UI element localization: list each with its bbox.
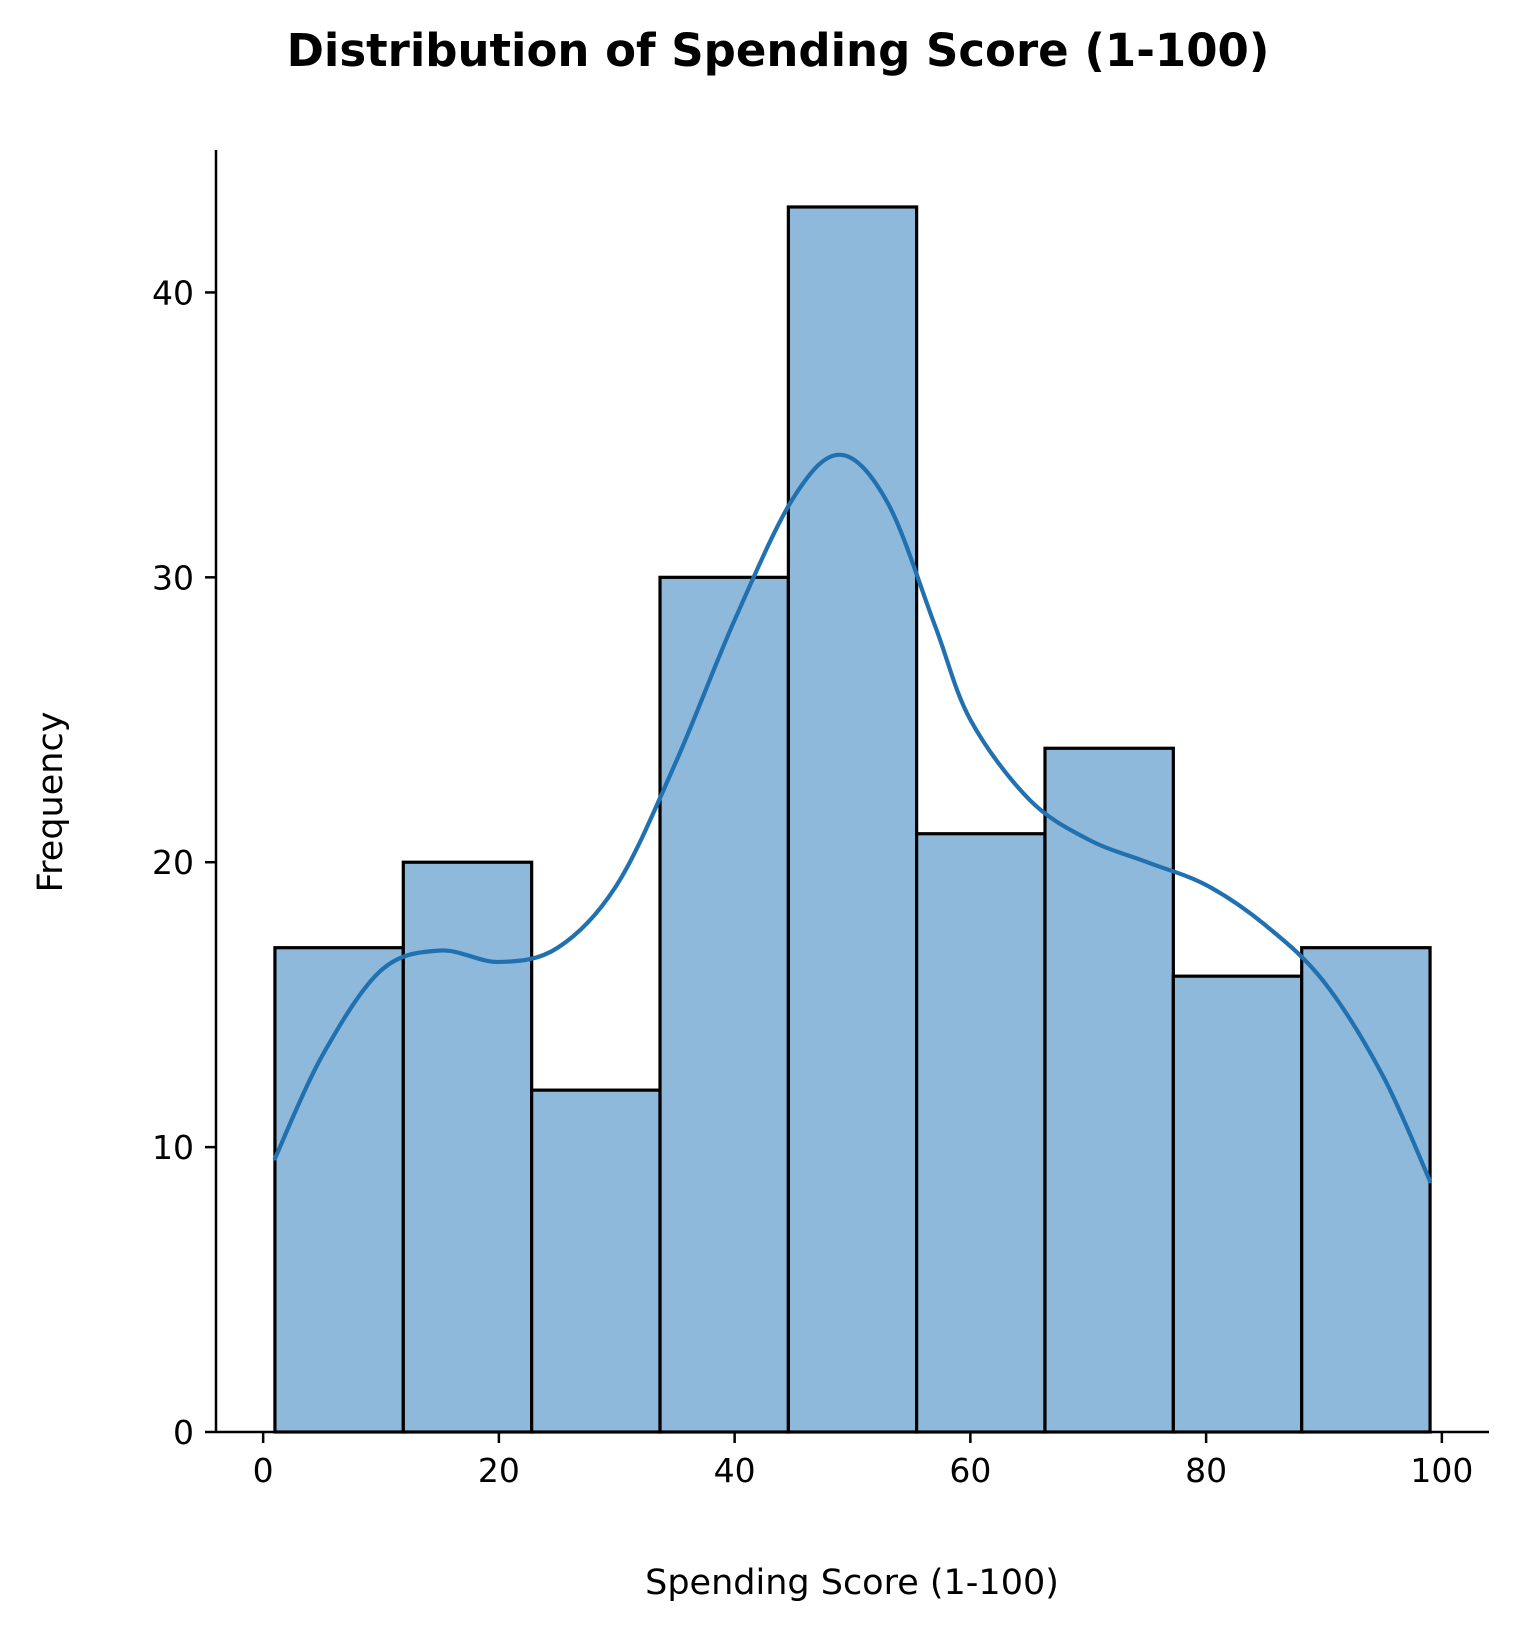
x-axis-ticks: 0 20 40 60 80 100 [253,1432,1473,1490]
y-tick-label: 30 [152,558,194,597]
histogram-bar [401,860,534,1434]
x-axis-label: Spending Score (1-100) [645,1563,1059,1603]
y-tick-label: 20 [152,843,194,882]
histogram-bar [273,946,405,1434]
x-tick-label: 100 [1410,1451,1473,1490]
x-tick-label: 80 [1185,1451,1227,1490]
histogram-bar [1300,946,1432,1434]
x-tick-label: 0 [253,1451,274,1490]
histogram-bar [530,1088,662,1434]
histogram-bar [658,575,790,1434]
x-tick-label: 40 [714,1451,756,1490]
kde-curve [272,452,1433,1184]
y-axis-ticks: 0 10 20 30 40 [152,273,216,1452]
bars-group [273,205,1432,1434]
x-tick-label: 60 [949,1451,991,1490]
y-tick-label: 0 [173,1413,194,1452]
histogram-bar [915,832,1047,1434]
chart-title: Distribution of Spending Score (1-100) [287,24,1270,77]
y-tick-label: 40 [152,273,194,312]
x-tick-label: 20 [478,1451,520,1490]
histogram-bar [1171,974,1304,1434]
y-tick-label: 10 [152,1128,194,1167]
y-axis-label: Frequency [31,712,71,893]
histogram-bar [786,205,919,1434]
